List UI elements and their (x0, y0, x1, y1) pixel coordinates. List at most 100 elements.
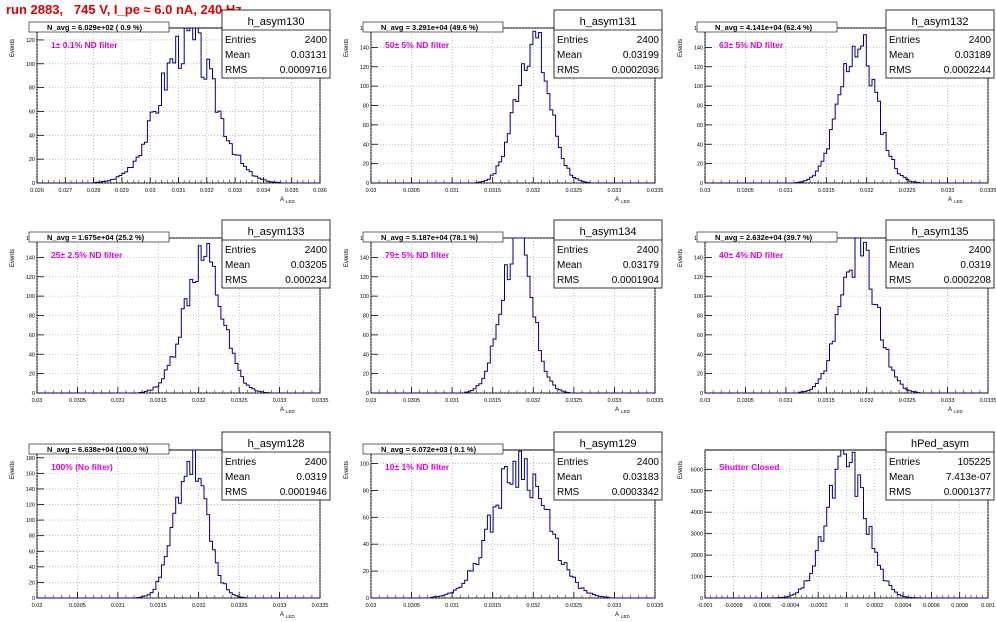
histogram-name: h_asym133 (248, 226, 305, 238)
stats-key: RMS (557, 275, 580, 286)
stats-value: 0.0002036 (612, 65, 660, 76)
stats-value: 0.03183 (623, 472, 660, 483)
stats-key: Mean (889, 50, 914, 61)
x-tick-label: 0.03 (366, 398, 377, 404)
x-tick-label: 0.0335 (647, 603, 664, 609)
stats-box (885, 431, 995, 501)
stats-key: RMS (225, 65, 248, 76)
x-tick-label: 0.033 (273, 398, 287, 404)
x-tick-label: 0.03 (700, 398, 711, 404)
histogram-bars (371, 30, 655, 184)
x-tick-label: 0.0315 (484, 188, 501, 194)
stats-key: Entries (557, 457, 588, 468)
x-tick-label: 0.032 (192, 603, 206, 609)
x-axis-label-subscript: LED (286, 409, 296, 414)
y-tick-label: 40 (363, 142, 369, 148)
y-tick-label: 120 (26, 503, 35, 509)
stats-box (553, 431, 663, 501)
y-tick-label: 80 (29, 314, 35, 320)
x-axis-label-subscript: LED (954, 199, 964, 204)
histogram-name: h_asym132 (912, 16, 969, 28)
histogram-bars (371, 237, 655, 394)
histogram-panel-h_asym132: 0.03 0.0305 0.031 0.0315 0.032 0.0325 0.033 0.0… (678, 9, 996, 204)
x-tick-label: 0.0335 (647, 188, 664, 194)
y-tick-label: 20 (29, 580, 35, 586)
stats-value: 0.03131 (291, 50, 328, 61)
y-tick-label: 5000 (691, 489, 703, 495)
x-tick-label: 0.031 (445, 603, 459, 609)
x-tick-label: 0.03 (32, 603, 43, 609)
stats-key: Entries (889, 457, 920, 468)
histogram-panel-h_asym131: 0.03 0.0305 0.031 0.0315 0.032 0.0325 0.033 0.0… (344, 9, 664, 204)
histogram-bars (705, 34, 988, 184)
stats-key: Mean (225, 472, 250, 483)
x-tick-label: 0.0335 (312, 398, 329, 404)
x-tick-label: 0.0325 (565, 603, 582, 609)
stats-value: 2400 (305, 457, 328, 468)
x-axis-label: A (280, 197, 284, 203)
stats-key: RMS (889, 487, 912, 498)
y-tick-label: 4000 (691, 510, 703, 516)
y-tick-label: 80 (29, 86, 35, 92)
y-tick-label: 120 (26, 38, 35, 44)
y-tick-label: 120 (694, 65, 703, 71)
stats-key: Entries (557, 35, 588, 46)
filter-annotation: 1± 0.1% ND filter (51, 40, 118, 50)
x-tick-label: 0.0315 (484, 603, 501, 609)
stats-box (221, 9, 331, 79)
stats-value: 2400 (305, 35, 328, 46)
y-tick-label: 20 (697, 162, 703, 168)
x-tick-label: 0.033 (608, 603, 622, 609)
x-axis-label-subscript: LED (286, 199, 296, 204)
y-tick-label: 140 (26, 255, 35, 261)
y-tick-label: 120 (360, 65, 369, 71)
histogram-name: h_asym131 (580, 16, 637, 28)
y-tick-label: 2000 (691, 553, 703, 559)
y-tick-label: 140 (694, 45, 703, 51)
stats-key: Mean (557, 472, 582, 483)
x-tick-label: 0.0325 (565, 188, 582, 194)
x-tick-label: 0.0335 (312, 603, 329, 609)
y-tick-label: 120 (26, 275, 35, 281)
x-axis-label: A (615, 407, 619, 413)
histogram-panel-h_asym134: 0.03 0.0305 0.031 0.0315 0.032 0.0325 0.033 0.0… (344, 219, 663, 414)
y-tick-label: 60 (697, 123, 703, 129)
y-tick-label: 100 (26, 294, 35, 300)
x-tick-label: 0.0004 (895, 603, 912, 609)
n-avg-label: N_avg = 6.029e+02 ( 0.9 %) (47, 23, 143, 32)
y-tick-label: 40 (29, 352, 35, 358)
x-tick-label: 0.0325 (231, 398, 248, 404)
filter-annotation: 50± 5% ND filter (385, 40, 450, 50)
histogram-panel-h_asym129: 0.03 0.0305 0.031 0.0315 0.032 0.0325 0.033 0.0… (344, 431, 664, 619)
x-tick-label: 0.0335 (980, 188, 996, 194)
y-tick-label: 60 (363, 515, 369, 521)
x-tick-label: 0.033 (608, 398, 622, 404)
y-tick-label: 140 (694, 255, 703, 261)
histogram-bars (705, 449, 988, 599)
histogram-bars (371, 450, 655, 599)
x-tick-label: 0.03 (145, 188, 156, 194)
x-axis-label: A (615, 612, 619, 618)
y-tick-label: 20 (363, 162, 369, 168)
n-avg-box (362, 231, 504, 243)
y-tick-label: 100 (26, 518, 35, 524)
stats-value: 0.0002244 (944, 65, 992, 76)
x-tick-label: 0.0315 (150, 398, 167, 404)
y-tick-label: 60 (363, 333, 369, 339)
filter-annotation: Shutter Closed (719, 462, 779, 472)
y-tick-label: 100 (360, 294, 369, 300)
stats-key: Entries (225, 35, 256, 46)
y-tick-label: 100 (694, 84, 703, 90)
stats-value: 0.0001946 (280, 487, 328, 498)
stats-value: 0.0003342 (612, 487, 660, 498)
x-tick-label: 0.0002 (866, 603, 883, 609)
x-tick-label: 0.0325 (565, 398, 582, 404)
y-tick-label: 0 (366, 181, 369, 187)
y-tick-label: 60 (697, 333, 703, 339)
stats-box (221, 431, 331, 501)
y-axis-label: Events (10, 461, 16, 479)
histogram-panel-h_asym135: 0.03 0.0305 0.031 0.0315 0.032 0.0325 0.033 0.0… (678, 219, 996, 414)
y-tick-label: 80 (363, 314, 369, 320)
x-tick-label: 0.032 (192, 398, 206, 404)
x-tick-label: 0.033 (228, 188, 242, 194)
